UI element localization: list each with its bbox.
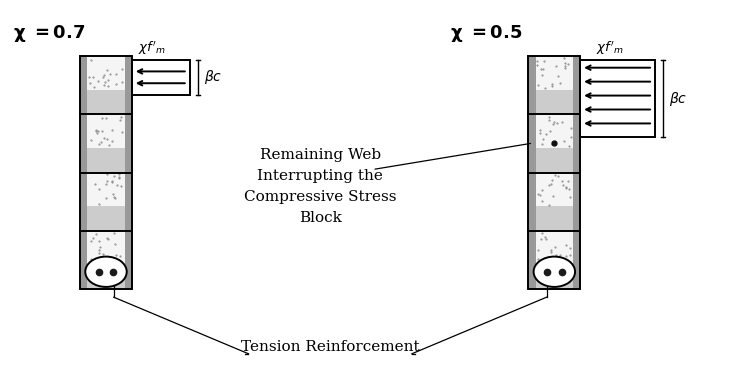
Bar [132,60,190,95]
Bar [87,90,125,114]
Bar [529,56,581,289]
Bar [87,114,125,148]
Bar [535,173,573,207]
Text: Remaining Web: Remaining Web [260,148,381,162]
Text: Interrupting the: Interrupting the [258,169,383,183]
Bar [529,56,581,289]
Text: $\chi f'_m$: $\chi f'_m$ [596,40,624,57]
Bar [535,207,573,231]
Ellipse shape [85,257,127,287]
Bar [529,56,535,289]
Text: Tension Reinforcement: Tension Reinforcement [241,340,419,354]
Bar [87,148,125,173]
Bar [535,148,573,173]
Text: $\chi f'_m$: $\chi f'_m$ [139,40,166,57]
Bar [87,231,125,265]
Bar [80,56,87,289]
Bar [535,90,573,114]
Bar [80,56,132,289]
Bar [80,56,132,289]
Text: Compressive Stress: Compressive Stress [244,190,397,204]
Text: $\beta c$: $\beta c$ [203,68,222,86]
Bar [535,231,573,265]
Bar [535,265,573,289]
Text: Block: Block [299,211,342,225]
Bar [87,207,125,231]
Bar [125,56,132,289]
Text: $\mathbf{\chi}$ $\mathbf{= 0.7}$: $\mathbf{\chi}$ $\mathbf{= 0.7}$ [14,23,86,44]
Bar [87,265,125,289]
Bar [573,56,581,289]
Text: $\beta c$: $\beta c$ [669,90,687,108]
Ellipse shape [534,257,575,287]
Bar [581,60,655,137]
Bar [535,56,573,90]
Bar [535,114,573,148]
Text: $\mathbf{\chi}$ $\mathbf{= 0.5}$: $\mathbf{\chi}$ $\mathbf{= 0.5}$ [450,23,523,44]
Bar [87,173,125,207]
Bar [87,56,125,90]
